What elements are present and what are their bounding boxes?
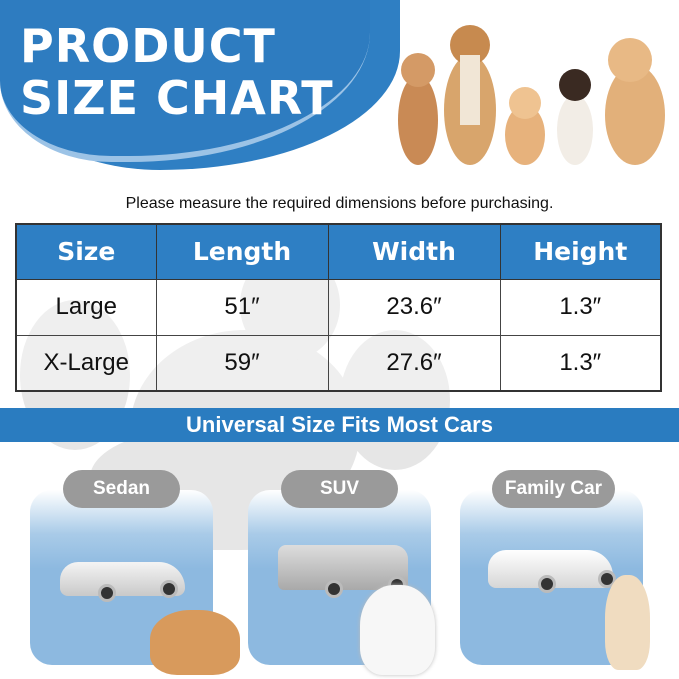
cell-height: 1.3″ xyxy=(499,278,662,336)
size-table: Size Length Width Height Large 51″ 23.6″… xyxy=(15,223,662,392)
wheel xyxy=(538,575,556,593)
wheel xyxy=(98,584,116,602)
table-row: Large 51″ 23.6″ 1.3″ xyxy=(15,278,662,336)
cell-length: 59″ xyxy=(155,334,329,392)
label-sedan: Sedan xyxy=(63,470,180,508)
samoyed-dog-image xyxy=(360,585,435,675)
cell-width: 27.6″ xyxy=(327,334,501,392)
cell-size: Large xyxy=(15,278,157,336)
header-size: Size xyxy=(15,223,157,280)
suv-car-image xyxy=(278,545,408,590)
label-family-car: Family Car xyxy=(492,470,615,508)
header-length: Length xyxy=(155,223,329,280)
dog-beagle xyxy=(444,25,496,165)
table-header-row: Size Length Width Height xyxy=(15,223,662,280)
universal-fit-banner: Universal Size Fits Most Cars xyxy=(0,408,679,442)
label-suv: SUV xyxy=(281,470,398,508)
dog-chihuahua xyxy=(557,69,593,165)
header-height: Height xyxy=(499,223,662,280)
puppy-dog-image xyxy=(605,575,650,670)
title-line-1: PRODUCT xyxy=(20,19,276,73)
title-line-2: SIZE CHART xyxy=(20,71,334,125)
page-title: PRODUCT SIZE CHART xyxy=(20,20,334,124)
wheel xyxy=(598,570,616,588)
cell-width: 23.6″ xyxy=(327,278,501,336)
table-row: X-Large 59″ 27.6″ 1.3″ xyxy=(15,334,662,392)
corgi-dog-image xyxy=(150,610,240,675)
cell-size: X-Large xyxy=(15,334,157,392)
cell-height: 1.3″ xyxy=(499,334,662,392)
cat-small xyxy=(505,87,545,165)
wheel xyxy=(160,580,178,598)
cat-right xyxy=(605,38,665,165)
wheel xyxy=(325,580,343,598)
measure-instruction: Please measure the required dimensions b… xyxy=(125,195,554,212)
header-width: Width xyxy=(327,223,501,280)
cat-left xyxy=(398,53,438,165)
pets-photo xyxy=(398,25,665,165)
cell-length: 51″ xyxy=(155,278,329,336)
